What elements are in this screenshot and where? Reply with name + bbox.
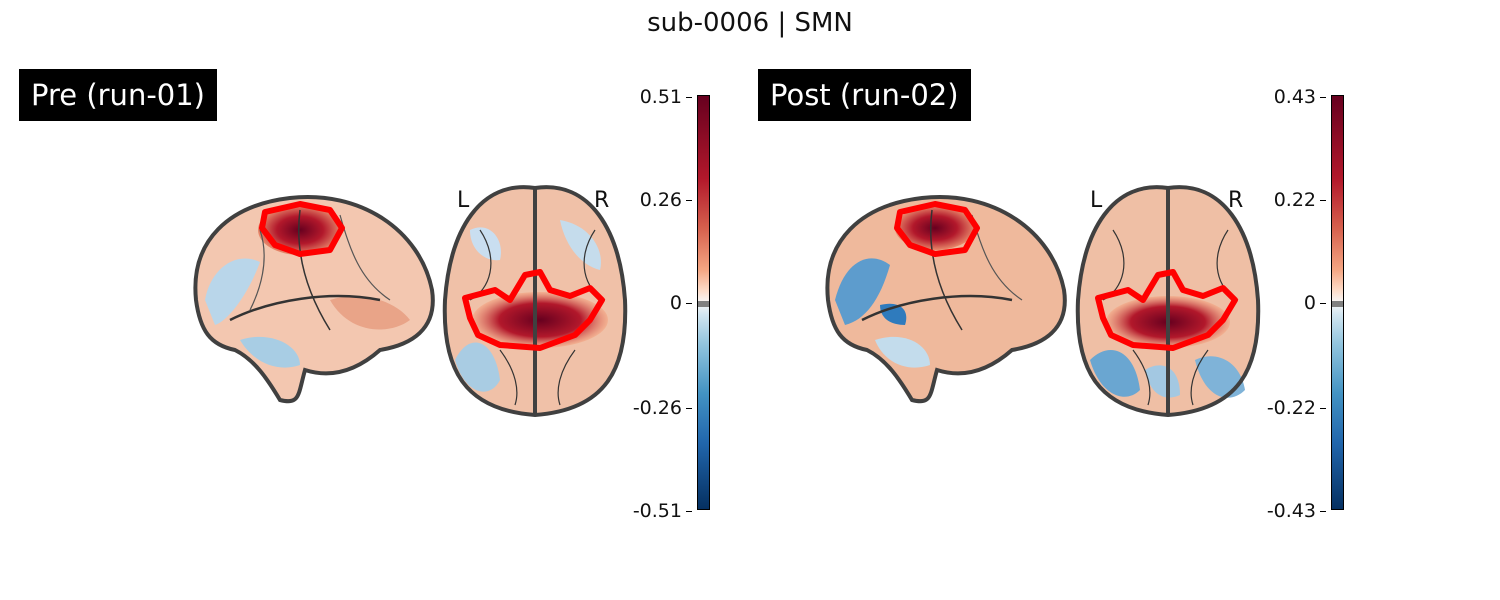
- colorbar-pre: [697, 95, 710, 510]
- colorbar-post: [1331, 95, 1344, 510]
- colorbar-tick-upper: 0.22: [1246, 189, 1326, 211]
- sagittal-view-pre: [193, 195, 435, 404]
- colorbar-tick-zero: 0: [1246, 292, 1326, 314]
- colorbar-tick-max: 0.51: [612, 86, 692, 108]
- brain-glass-views-post: [825, 185, 1261, 418]
- colorbar-tick-max: 0.43: [1246, 86, 1326, 108]
- colorbar-tick-lower: -0.22: [1246, 397, 1326, 419]
- colorbar-zero-band: [1332, 301, 1343, 307]
- axial-view-pre: [442, 185, 628, 418]
- brain-glass-views-pre: [193, 185, 628, 418]
- colorbar-tick-lower: -0.26: [612, 397, 692, 419]
- sagittal-view-post: [825, 195, 1067, 404]
- colorbar-tick-min: -0.51: [612, 500, 692, 522]
- orientation-left-label: L: [1090, 188, 1103, 213]
- panel-pre: Pre (run-01): [19, 69, 710, 522]
- colorbar-tick-zero: 0: [612, 292, 692, 314]
- axial-view-post: [1075, 185, 1261, 418]
- panel-label-pre: Pre (run-01): [19, 69, 217, 121]
- panel-post: Post (run-02): [740, 0, 1500, 600]
- colorbar-zero-band: [698, 301, 709, 307]
- panel-label-post: Post (run-02): [758, 69, 971, 121]
- figure-title: sub-0006 | SMN: [647, 8, 853, 38]
- orientation-right-label: R: [594, 188, 610, 213]
- orientation-right-label: R: [1228, 188, 1244, 213]
- colorbar-tick-upper: 0.26: [612, 189, 692, 211]
- colorbar-tick-min: -0.43: [1246, 500, 1326, 522]
- orientation-left-label: L: [457, 188, 470, 213]
